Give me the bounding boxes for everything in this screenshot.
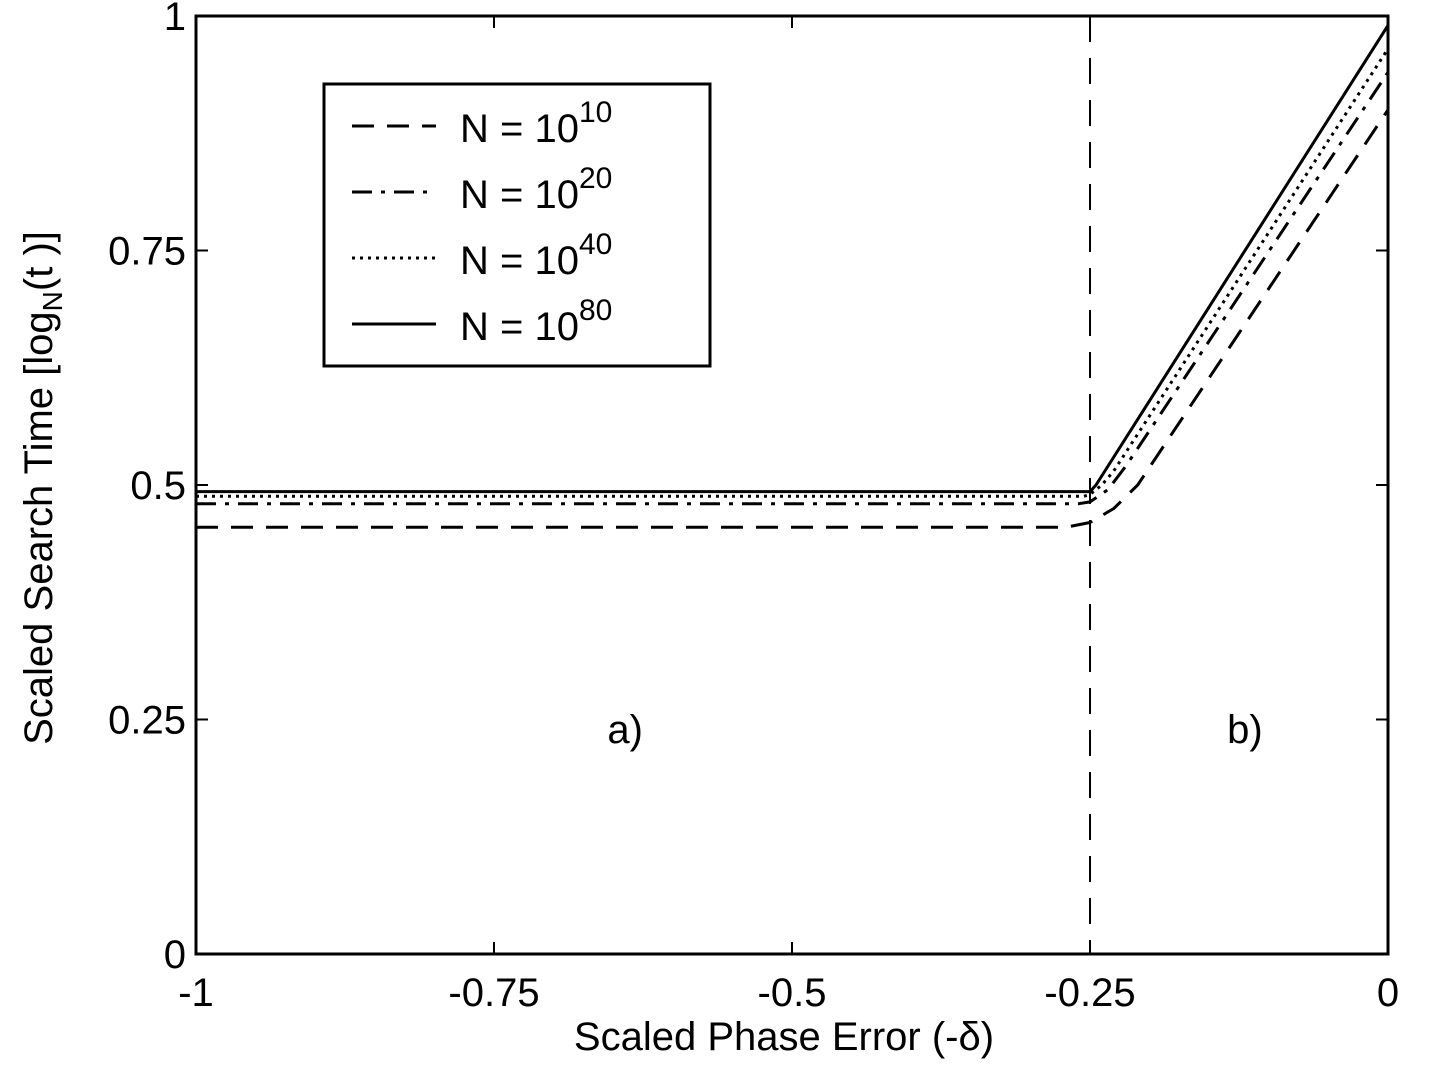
y-tick-label: 1: [164, 0, 186, 39]
legend-label-base: N = 10: [460, 239, 579, 283]
legend-label-base: N = 10: [460, 305, 579, 349]
y-axis-title-subscript: N: [37, 291, 68, 311]
y-tick-label: 0.5: [130, 464, 186, 508]
legend-label-exponent: 10: [579, 96, 612, 129]
region-label-b: b): [1227, 708, 1263, 752]
y-tick-label: 0: [164, 933, 186, 977]
x-tick-label: -0.25: [1044, 971, 1135, 1015]
x-axis-title: Scaled Phase Error (-δ): [574, 1015, 994, 1059]
legend-label-40: N = 1040: [460, 228, 612, 283]
legend-label-10: N = 1010: [460, 96, 612, 151]
series-line-10: [196, 108, 1390, 529]
x-tick-label: 0: [1377, 971, 1399, 1015]
legend-label-20: N = 1020: [460, 162, 612, 217]
series-line-80: [196, 24, 1390, 494]
x-tick-label: -1: [178, 971, 214, 1015]
legend-label-base: N = 10: [460, 107, 579, 151]
legend-label-exponent: 40: [579, 228, 612, 261]
y-tick-label: 0.25: [108, 699, 186, 743]
legend-label-base: N = 10: [460, 173, 579, 217]
x-tick-label: -0.75: [448, 971, 539, 1015]
axes-layer: -1 -0.75 -0.5 -0.25 0 0 0.25 0.5 0.75 1 Scaled Pha…: [17, 0, 1399, 1059]
y-axis-title: Scaled Search Time [logN(t )]: [17, 231, 68, 745]
region-label-a: a): [607, 708, 643, 752]
y-tick-label: 0.75: [108, 230, 186, 274]
y-axis-title-main: Scaled Search Time [log: [17, 311, 61, 745]
x-tick-label: -0.5: [758, 971, 827, 1015]
legend-box: [322, 82, 712, 368]
y-axis-title-tail: (t )]: [17, 231, 61, 291]
series-line-20: [196, 71, 1390, 506]
legend-label-exponent: 80: [579, 294, 612, 327]
legend-label-80: N = 1080: [460, 294, 612, 349]
legend-label-exponent: 20: [579, 162, 612, 195]
